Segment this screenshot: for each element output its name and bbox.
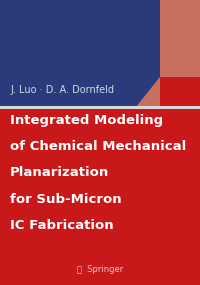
Text: IC Fabrication: IC Fabrication — [10, 219, 114, 232]
Text: of Chemical Mechanical: of Chemical Mechanical — [10, 140, 186, 153]
Bar — [136, 0, 200, 107]
Text: J. Luo · D. A. Dornfeld: J. Luo · D. A. Dornfeld — [10, 86, 114, 95]
Bar — [160, 77, 200, 107]
Text: Integrated Modeling: Integrated Modeling — [10, 114, 163, 127]
Text: for Sub-Micron: for Sub-Micron — [10, 193, 122, 206]
Polygon shape — [0, 0, 160, 107]
Bar — [0, 106, 200, 109]
Text: Ⓢ  Springer: Ⓢ Springer — [77, 265, 123, 274]
Text: Planarization: Planarization — [10, 166, 109, 180]
